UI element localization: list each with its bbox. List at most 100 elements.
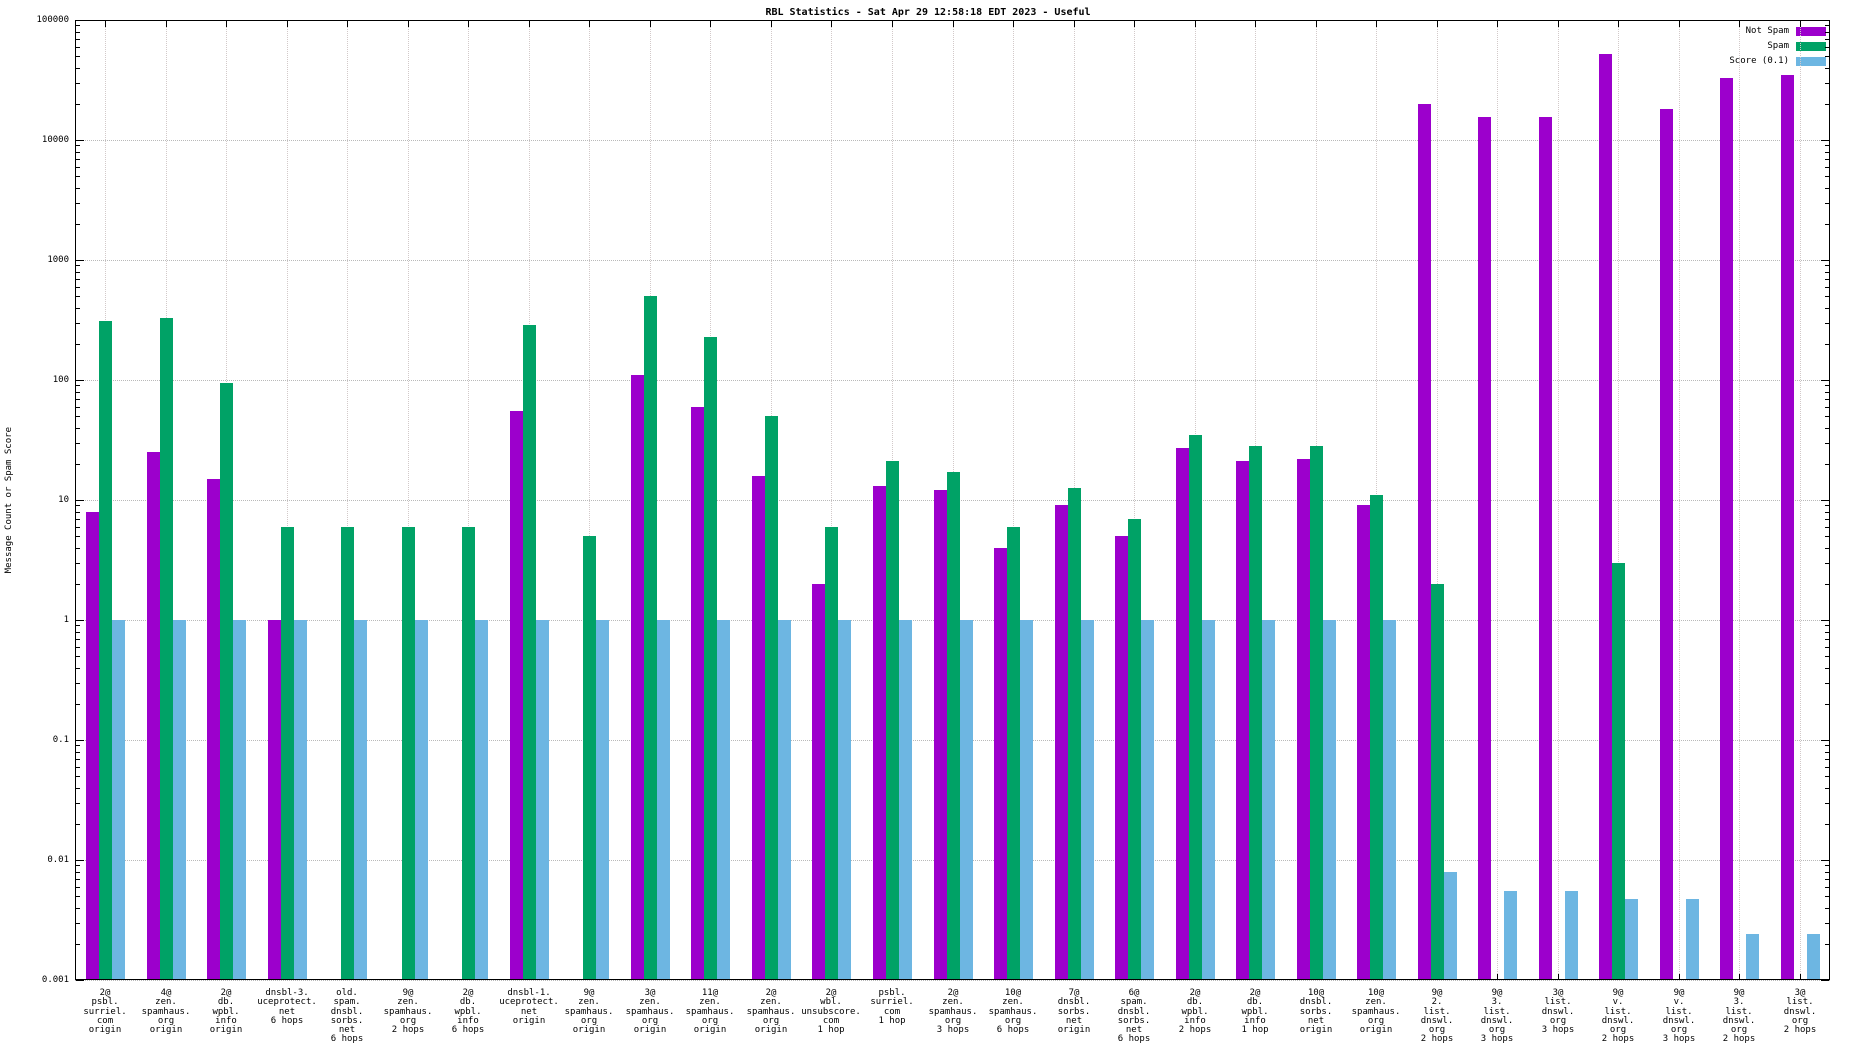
y-axis-minor-tick: [76, 683, 80, 684]
y-axis-minor-tick: [1825, 745, 1829, 746]
y-tick-label: 0.1: [52, 735, 69, 745]
x-axis-tick: [1255, 21, 1256, 27]
x-axis-tick: [1558, 974, 1559, 980]
bar-not-spam: [630, 375, 644, 980]
bar-not-spam: [1417, 103, 1431, 980]
x-axis-tick: [1013, 21, 1014, 27]
x-axis-tick: [1316, 21, 1317, 27]
y-axis-minor-tick: [1825, 443, 1829, 444]
y-axis-minor-tick: [1825, 647, 1829, 648]
y-axis-minor-tick: [76, 668, 80, 669]
y-axis-minor-tick: [76, 407, 80, 408]
y-axis-minor-tick: [1825, 803, 1829, 804]
grid-line-v: [1618, 20, 1619, 980]
y-axis-minor-tick: [76, 443, 80, 444]
y-axis-minor-tick: [76, 505, 80, 506]
y-axis-tick: [76, 620, 84, 621]
x-tick-label: 2@ db. wpbl. info 1 hop: [1241, 988, 1269, 1036]
y-axis-minor-tick: [1825, 392, 1829, 393]
y-axis-minor-tick: [76, 908, 80, 909]
bar-spam: [764, 416, 778, 980]
y-axis-minor-tick: [76, 704, 80, 705]
grid-line-v: [347, 20, 348, 980]
y-axis-minor-tick: [1825, 308, 1829, 309]
bar-spam: [1611, 562, 1625, 980]
y-axis-minor-tick: [1825, 872, 1829, 873]
legend-label: Not Spam: [1745, 26, 1789, 36]
bar-score-0-1-: [353, 620, 367, 980]
bar-score-0-1-: [1080, 620, 1094, 980]
bar-score-0-1-: [716, 620, 730, 980]
y-axis-minor-tick: [76, 923, 80, 924]
grid-line-h: [75, 140, 1830, 141]
y-axis-minor-tick: [76, 879, 80, 880]
y-axis-minor-tick: [1825, 279, 1829, 280]
y-axis-minor-tick: [1825, 639, 1829, 640]
x-axis-tick: [589, 21, 590, 27]
y-axis-minor-tick: [1825, 83, 1829, 84]
y-axis-minor-tick: [1825, 176, 1829, 177]
grid-line-v: [408, 20, 409, 980]
y-axis-tick: [1821, 380, 1829, 381]
y-axis-minor-tick: [1825, 47, 1829, 48]
y-axis-minor-tick: [1825, 536, 1829, 537]
y-axis-minor-tick: [76, 824, 80, 825]
y-axis-minor-tick: [1825, 683, 1829, 684]
grid-line-v: [831, 20, 832, 980]
legend-item: Spam: [1767, 41, 1826, 51]
y-axis-minor-tick: [76, 584, 80, 585]
y-axis-minor-tick: [76, 632, 80, 633]
x-tick-label: old. spam. dnsbl. sorbs. net 6 hops: [330, 988, 364, 1044]
x-axis-tick: [1376, 21, 1377, 27]
y-tick-label: 1: [63, 615, 69, 625]
grid-line-v: [1134, 20, 1135, 980]
bar-spam: [159, 317, 173, 980]
y-axis-minor-tick: [1825, 323, 1829, 324]
x-tick-label: 2@ zen. spamhaus. org origin: [746, 988, 796, 1036]
y-axis-minor-tick: [1825, 145, 1829, 146]
y-axis-tick: [76, 740, 84, 741]
bar-score-0-1-: [959, 620, 973, 980]
bar-score-0-1-: [1745, 934, 1759, 980]
y-axis-minor-tick: [76, 767, 80, 768]
bar-spam: [1188, 434, 1202, 980]
y-axis-minor-tick: [76, 464, 80, 465]
bar-not-spam: [1477, 117, 1491, 980]
x-tick-label: 3@ zen. spamhaus. org origin: [625, 988, 675, 1036]
bar-score-0-1-: [535, 620, 549, 980]
y-axis-minor-tick: [76, 392, 80, 393]
y-axis-minor-tick: [1825, 505, 1829, 506]
y-axis-minor-tick: [76, 308, 80, 309]
x-axis-tick: [1800, 974, 1801, 980]
x-axis-tick: [1074, 21, 1075, 27]
y-axis-minor-tick: [76, 776, 80, 777]
bar-score-0-1-: [898, 620, 912, 980]
x-axis-tick: [468, 21, 469, 27]
y-axis-tick: [76, 140, 84, 141]
y-axis-minor-tick: [76, 887, 80, 888]
bar-not-spam: [1235, 461, 1249, 980]
grid-line-v: [1800, 20, 1801, 980]
bar-spam: [1369, 495, 1383, 980]
bar-spam: [1430, 583, 1444, 980]
y-axis-minor-tick: [1825, 224, 1829, 225]
y-axis-minor-tick: [76, 519, 80, 520]
y-axis-minor-tick: [1825, 265, 1829, 266]
y-axis-tick: [76, 260, 84, 261]
bar-spam: [219, 382, 233, 980]
y-axis-minor-tick: [1825, 159, 1829, 160]
x-axis-tick: [1739, 21, 1740, 27]
x-axis-tick: [1497, 974, 1498, 980]
y-axis-minor-tick: [76, 788, 80, 789]
y-axis-minor-tick: [76, 872, 80, 873]
y-axis-minor-tick: [76, 188, 80, 189]
x-axis-tick: [650, 21, 651, 27]
bar-not-spam: [1659, 109, 1673, 980]
y-tick-label: 0.01: [47, 855, 69, 865]
y-axis-minor-tick: [1825, 512, 1829, 513]
y-axis-minor-tick: [1825, 879, 1829, 880]
x-tick-label: 6@ spam. dnsbl. sorbs. net 6 hops: [1117, 988, 1151, 1044]
y-axis-minor-tick: [1825, 923, 1829, 924]
x-axis-tick: [892, 21, 893, 27]
x-axis-tick: [226, 21, 227, 27]
